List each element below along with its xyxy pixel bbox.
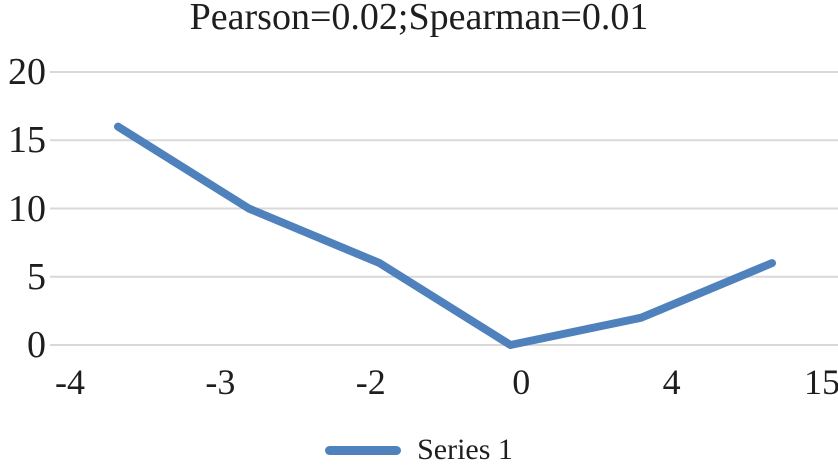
x-axis-tick-label: 15 xyxy=(804,362,838,402)
y-axis-tick-label: 20 xyxy=(8,51,46,93)
legend-line-swatch xyxy=(325,445,402,455)
y-axis-tick-label: 10 xyxy=(8,187,46,230)
x-axis-tick-label: 0 xyxy=(512,362,531,402)
y-axis-tick-label: 5 xyxy=(27,255,46,298)
x-axis-tick-label: -2 xyxy=(355,362,386,402)
series-line xyxy=(114,122,776,349)
x-axis-tick-label: 4 xyxy=(662,362,681,402)
legend-label: Series 1 xyxy=(417,433,513,466)
y-axis-tick-label: 15 xyxy=(8,119,46,162)
chart-title: Pearson=0.02;Spearman=0.01 xyxy=(189,0,649,38)
x-axis-tick-label: -3 xyxy=(205,362,236,402)
x-axis-tick-label: -4 xyxy=(55,362,85,402)
y-axis-tick-label: 0 xyxy=(27,324,46,366)
legend: Series 1 xyxy=(0,434,838,466)
